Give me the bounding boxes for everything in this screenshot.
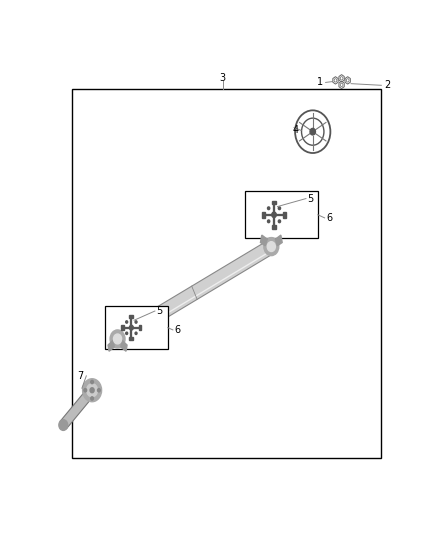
Polygon shape — [276, 235, 282, 246]
Bar — [262, 212, 265, 217]
Circle shape — [83, 379, 102, 402]
Circle shape — [87, 384, 98, 397]
Circle shape — [129, 325, 133, 330]
Polygon shape — [115, 240, 274, 345]
Circle shape — [90, 388, 94, 393]
Text: 6: 6 — [326, 213, 332, 223]
Polygon shape — [60, 386, 95, 429]
Bar — [283, 212, 286, 217]
Circle shape — [135, 321, 137, 323]
Text: 3: 3 — [220, 72, 226, 83]
Polygon shape — [121, 340, 127, 351]
Text: 4: 4 — [292, 125, 298, 135]
Polygon shape — [261, 235, 267, 246]
Circle shape — [91, 381, 93, 384]
Bar — [245, 191, 318, 238]
Text: 5: 5 — [156, 306, 163, 316]
Bar — [105, 306, 168, 349]
Polygon shape — [108, 340, 114, 351]
Circle shape — [278, 207, 281, 209]
Bar — [121, 325, 124, 330]
Bar — [129, 337, 133, 340]
Circle shape — [310, 128, 315, 135]
Bar — [139, 325, 141, 330]
Bar — [272, 225, 276, 229]
Text: 2: 2 — [384, 80, 391, 90]
Bar — [272, 201, 276, 204]
Circle shape — [268, 220, 270, 223]
Circle shape — [110, 330, 125, 348]
Circle shape — [135, 332, 137, 335]
Text: 1: 1 — [317, 77, 322, 87]
Circle shape — [268, 207, 270, 209]
Circle shape — [84, 389, 87, 392]
Circle shape — [264, 238, 279, 256]
Circle shape — [91, 397, 93, 400]
Text: 5: 5 — [307, 193, 314, 204]
Circle shape — [113, 334, 122, 344]
Circle shape — [126, 332, 127, 335]
Circle shape — [272, 212, 276, 217]
Circle shape — [59, 419, 68, 430]
Bar — [129, 316, 133, 319]
Text: 7: 7 — [78, 371, 84, 381]
Text: 6: 6 — [175, 325, 181, 335]
Circle shape — [267, 241, 276, 252]
Circle shape — [126, 321, 127, 323]
Circle shape — [278, 220, 281, 223]
Circle shape — [98, 389, 100, 392]
